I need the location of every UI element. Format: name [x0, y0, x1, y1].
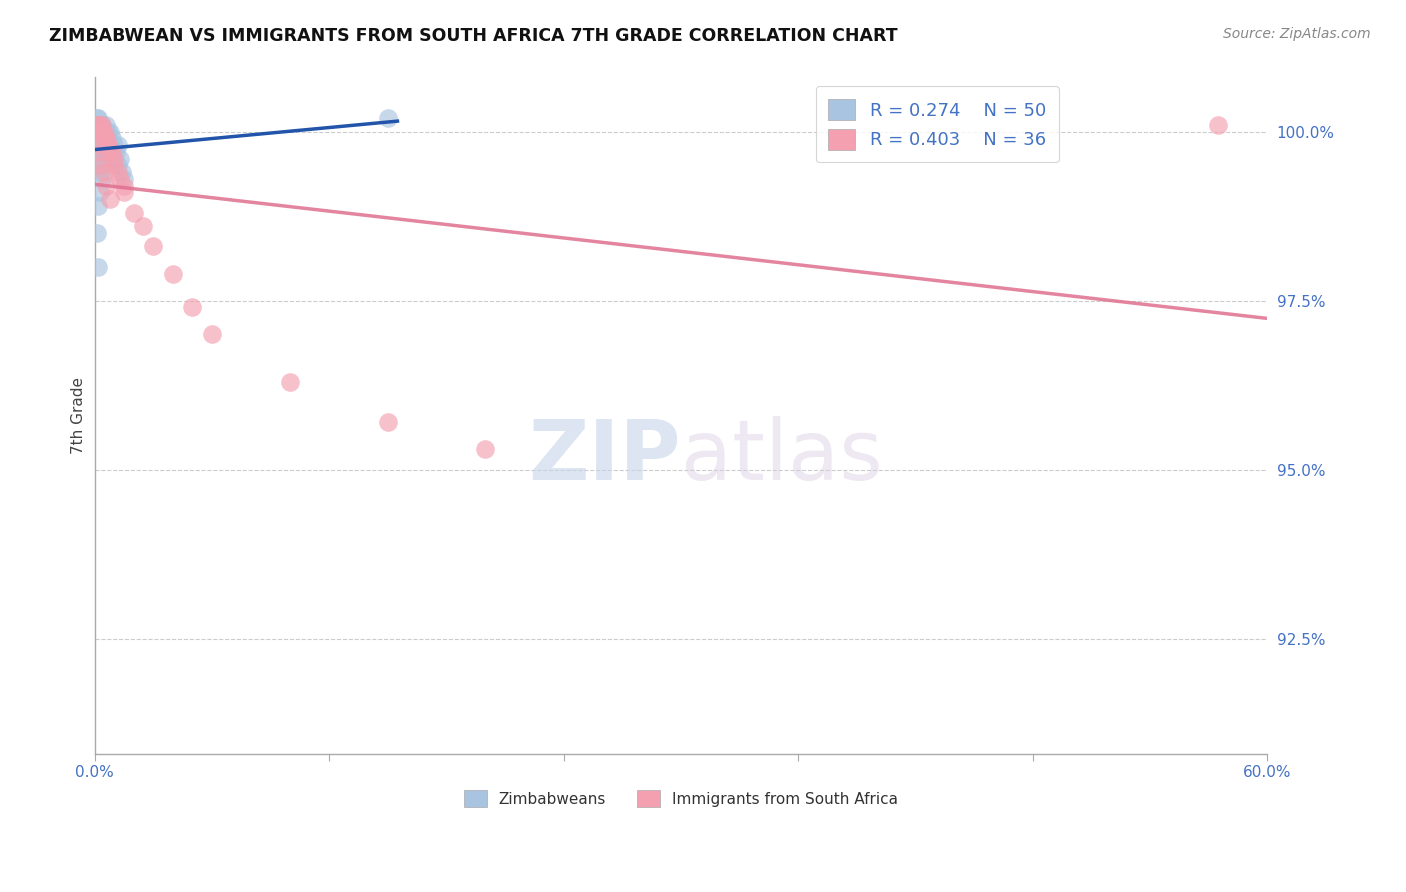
- Point: [278, 375, 301, 389]
- Point: [89, 118, 111, 132]
- Point: [89, 186, 111, 200]
- Point: [108, 172, 131, 186]
- Point: [96, 118, 118, 132]
- Point: [89, 124, 111, 138]
- Point: [105, 145, 128, 159]
- Point: [474, 442, 496, 457]
- Point: [103, 152, 125, 166]
- Point: [86, 226, 108, 240]
- Point: [87, 260, 110, 274]
- Point: [142, 239, 165, 253]
- Point: [98, 124, 121, 138]
- Point: [93, 131, 115, 145]
- Point: [93, 165, 115, 179]
- Point: [103, 152, 125, 166]
- Point: [87, 158, 110, 172]
- Point: [91, 172, 114, 186]
- Point: [96, 131, 118, 145]
- Point: [87, 118, 110, 132]
- Point: [91, 145, 114, 159]
- Point: [112, 178, 135, 193]
- Text: atlas: atlas: [681, 416, 883, 497]
- Legend: Zimbabweans, Immigrants from South Africa: Zimbabweans, Immigrants from South Afric…: [457, 783, 904, 814]
- Point: [377, 111, 399, 125]
- Point: [96, 131, 118, 145]
- Point: [86, 118, 108, 132]
- Point: [107, 158, 129, 172]
- Point: [91, 124, 114, 138]
- Point: [91, 118, 114, 132]
- Point: [97, 138, 120, 153]
- Point: [87, 124, 110, 138]
- Point: [107, 165, 129, 179]
- Point: [108, 152, 131, 166]
- Point: [89, 118, 111, 132]
- Point: [86, 111, 108, 125]
- Point: [87, 138, 110, 153]
- Point: [87, 118, 110, 132]
- Point: [98, 192, 121, 206]
- Point: [93, 138, 115, 153]
- Point: [87, 111, 110, 125]
- Point: [101, 145, 124, 159]
- Point: [89, 138, 111, 153]
- Point: [103, 158, 125, 172]
- Point: [87, 124, 110, 138]
- Point: [89, 165, 111, 179]
- Point: [132, 219, 155, 234]
- Point: [87, 118, 110, 132]
- Point: [97, 124, 120, 138]
- Point: [93, 131, 115, 145]
- Point: [87, 199, 110, 213]
- Point: [91, 124, 114, 138]
- Point: [111, 165, 134, 179]
- Point: [181, 301, 204, 315]
- Point: [112, 186, 135, 200]
- Point: [98, 145, 121, 159]
- Point: [87, 131, 110, 145]
- Point: [107, 138, 129, 153]
- Point: [89, 118, 111, 132]
- Point: [101, 131, 124, 145]
- Point: [122, 205, 145, 219]
- Point: [97, 138, 120, 153]
- Point: [97, 138, 120, 153]
- Point: [86, 152, 108, 166]
- Point: [89, 124, 111, 138]
- Point: [103, 138, 125, 153]
- Point: [91, 118, 114, 132]
- Point: [201, 327, 224, 342]
- Point: [91, 158, 114, 172]
- Point: [89, 145, 111, 159]
- Point: [86, 118, 108, 132]
- Point: [96, 131, 118, 145]
- Point: [86, 118, 108, 132]
- Point: [89, 131, 111, 145]
- Point: [377, 415, 399, 429]
- Point: [86, 131, 108, 145]
- Point: [87, 145, 110, 159]
- Y-axis label: 7th Grade: 7th Grade: [72, 377, 86, 454]
- Point: [93, 124, 115, 138]
- Point: [98, 145, 121, 159]
- Point: [112, 172, 135, 186]
- Text: ZIMBABWEAN VS IMMIGRANTS FROM SOUTH AFRICA 7TH GRADE CORRELATION CHART: ZIMBABWEAN VS IMMIGRANTS FROM SOUTH AFRI…: [49, 27, 898, 45]
- Point: [93, 124, 115, 138]
- Point: [86, 124, 108, 138]
- Point: [87, 138, 110, 153]
- Text: ZIP: ZIP: [529, 416, 681, 497]
- Point: [1206, 118, 1229, 132]
- Point: [91, 131, 114, 145]
- Point: [162, 267, 184, 281]
- Point: [89, 145, 111, 159]
- Text: Source: ZipAtlas.com: Source: ZipAtlas.com: [1223, 27, 1371, 41]
- Point: [96, 178, 118, 193]
